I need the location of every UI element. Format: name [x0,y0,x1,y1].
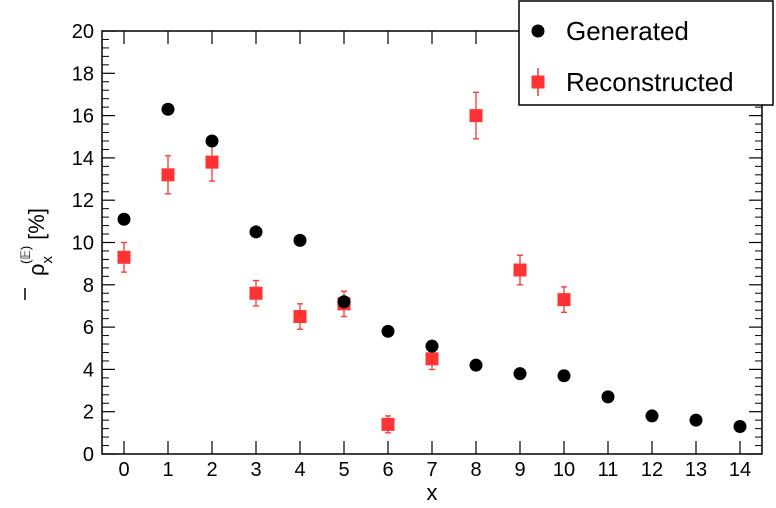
y-axis-title: ρx (𝔼) [%] [18,208,56,300]
reconstructed-point [249,286,263,300]
reconstructed-point [117,250,131,264]
y-tick-label: 12 [72,190,94,212]
x-tick-label: 1 [162,459,173,481]
svg-text:ρx(𝔼)[%]: ρx (𝔼) [%] [18,208,56,276]
generated-point [425,339,439,353]
generated-point [645,409,659,423]
reconstructed-point [469,109,483,123]
legend-label-reconstructed: Reconstructed [566,67,734,97]
y-axis-title-main: ρ [24,263,49,276]
legend-marker-reconstructed [531,75,545,89]
x-tick-label: 12 [641,459,663,481]
generated-point [469,358,483,372]
generated-point [249,225,263,239]
generated-point [557,369,571,383]
legend-label-generated: Generated [566,16,689,46]
x-tick-label: 0 [118,459,129,481]
reconstructed-point [425,352,439,366]
x-tick-label: 2 [206,459,217,481]
y-axis-title-unit: [%] [24,208,49,240]
reconstructed-point [293,310,307,324]
x-tick-label: 6 [382,459,393,481]
x-tick-label: 11 [598,459,619,481]
x-tick-label: 13 [685,459,707,481]
reconstructed-point [381,417,395,431]
reconstructed-point [205,155,219,169]
legend-box [518,0,774,106]
y-tick-label: 20 [72,21,94,43]
x-tick-label: 14 [729,459,751,481]
y-tick-label: 0 [83,444,94,466]
legend-marker-generated [531,24,545,38]
data-marks [117,91,747,434]
y-tick-label: 4 [83,359,94,381]
reconstructed-point [513,263,527,277]
x-tick-label: 9 [514,459,525,481]
x-tick-label: 10 [553,459,575,481]
legend: Generated Reconstructed [518,0,774,106]
generated-point [117,212,131,226]
y-tick-label: 2 [83,402,94,424]
x-tick-label: 3 [250,459,261,481]
y-tick-label: 8 [83,275,94,297]
reconstructed-point [557,293,571,307]
generated-point [513,367,527,381]
y-tick-label: 18 [72,63,94,85]
generated-point [601,390,615,404]
generated-point [337,295,351,309]
y-tick-label: 6 [83,317,94,339]
y-tick-label: 14 [72,148,94,170]
x-tick-label: 8 [470,459,481,481]
generated-point [733,420,747,434]
y-tick-label: 10 [72,233,94,255]
x-tick-label: 4 [294,459,305,481]
y-tick-label: 16 [72,106,94,128]
generated-point [689,413,703,427]
x-tick-label: 5 [338,459,349,481]
generated-point [161,102,175,116]
x-axis-title: x [427,480,438,505]
generated-point [293,233,307,247]
reconstructed-point [161,168,175,182]
generated-point [381,324,395,338]
generated-point [205,134,219,148]
y-axis-title-sup: (𝔼) [18,246,33,264]
y-axis-title-sub: x [39,255,56,263]
x-tick-label: 7 [426,459,437,481]
